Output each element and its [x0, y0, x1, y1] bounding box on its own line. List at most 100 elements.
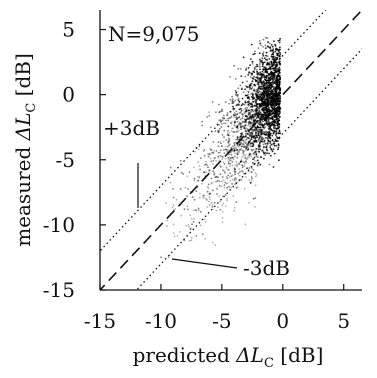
data-point	[265, 122, 268, 124]
data-point	[230, 186, 233, 189]
data-point	[253, 128, 256, 131]
data-point	[236, 127, 239, 130]
data-point	[270, 149, 273, 151]
data-point	[276, 140, 279, 142]
data-point	[278, 159, 280, 162]
data-point	[237, 130, 239, 133]
data-point	[279, 97, 281, 100]
data-point	[243, 103, 246, 106]
data-point	[279, 46, 281, 49]
data-point	[219, 200, 221, 203]
data-point	[236, 164, 238, 167]
data-point	[166, 219, 169, 222]
data-point	[259, 62, 261, 65]
data-point	[273, 78, 276, 80]
data-point	[254, 112, 257, 115]
data-point	[255, 65, 257, 68]
data-point	[202, 196, 205, 199]
data-point	[227, 117, 230, 120]
data-point	[255, 140, 257, 143]
data-point	[226, 132, 229, 135]
data-point	[251, 121, 254, 124]
data-point	[243, 125, 246, 128]
data-point	[272, 82, 275, 85]
data-point	[190, 236, 193, 239]
data-point	[272, 166, 275, 168]
data-point	[201, 233, 204, 236]
data-point	[243, 112, 246, 114]
data-point	[267, 123, 270, 126]
data-point	[228, 137, 230, 140]
x-axis-label: predicted ΔLC [dB]	[133, 343, 324, 371]
data-point	[262, 130, 264, 133]
data-point	[253, 71, 256, 74]
data-point	[257, 139, 260, 142]
data-point	[266, 55, 269, 57]
data-point	[227, 130, 229, 132]
data-point	[258, 104, 261, 107]
data-point	[232, 130, 235, 133]
data-point	[188, 239, 191, 242]
minus-3db-label: -3dB	[243, 256, 290, 280]
data-point	[251, 167, 253, 170]
data-point	[255, 120, 258, 123]
data-point	[203, 218, 206, 221]
data-point	[241, 156, 244, 159]
data-point	[254, 119, 257, 122]
data-point	[277, 146, 280, 149]
data-point	[211, 181, 214, 184]
data-point	[237, 153, 239, 156]
data-point	[221, 119, 224, 122]
data-point	[227, 168, 230, 171]
data-point	[263, 146, 265, 148]
data-point	[262, 117, 264, 120]
data-point	[194, 150, 197, 153]
data-point	[243, 127, 246, 130]
data-point	[242, 56, 245, 59]
data-point	[225, 168, 228, 170]
data-point	[270, 55, 273, 58]
data-point	[199, 210, 202, 213]
data-point	[273, 86, 275, 88]
data-point	[248, 84, 251, 87]
data-point	[220, 166, 222, 168]
data-point	[261, 120, 264, 123]
data-point	[217, 131, 220, 133]
data-point	[231, 149, 234, 152]
data-point	[279, 112, 281, 114]
data-point	[226, 199, 229, 202]
data-point	[246, 96, 249, 99]
data-point	[248, 143, 250, 146]
data-point	[197, 209, 200, 212]
data-point	[224, 157, 227, 160]
data-point	[257, 132, 260, 135]
data-point	[249, 87, 252, 89]
data-point	[276, 54, 279, 57]
data-point	[234, 146, 236, 149]
data-point	[262, 68, 265, 71]
data-point	[230, 130, 233, 132]
data-point	[247, 143, 250, 146]
data-point	[222, 179, 225, 182]
data-point	[218, 129, 221, 132]
data-point	[246, 85, 248, 88]
data-point	[254, 197, 257, 200]
data-point	[275, 122, 278, 125]
data-point	[274, 121, 276, 124]
data-point	[249, 125, 252, 127]
data-point	[238, 174, 241, 177]
data-point	[252, 53, 255, 56]
data-point	[265, 77, 268, 79]
data-point	[279, 48, 281, 51]
data-point	[191, 196, 194, 199]
data-point	[234, 155, 236, 158]
data-point	[227, 134, 230, 137]
data-point	[231, 98, 234, 101]
data-point	[210, 126, 212, 129]
data-point	[219, 155, 222, 157]
data-point	[266, 64, 269, 67]
data-point	[275, 94, 278, 97]
x-tick-label: 5	[337, 309, 350, 333]
data-point	[277, 68, 279, 70]
